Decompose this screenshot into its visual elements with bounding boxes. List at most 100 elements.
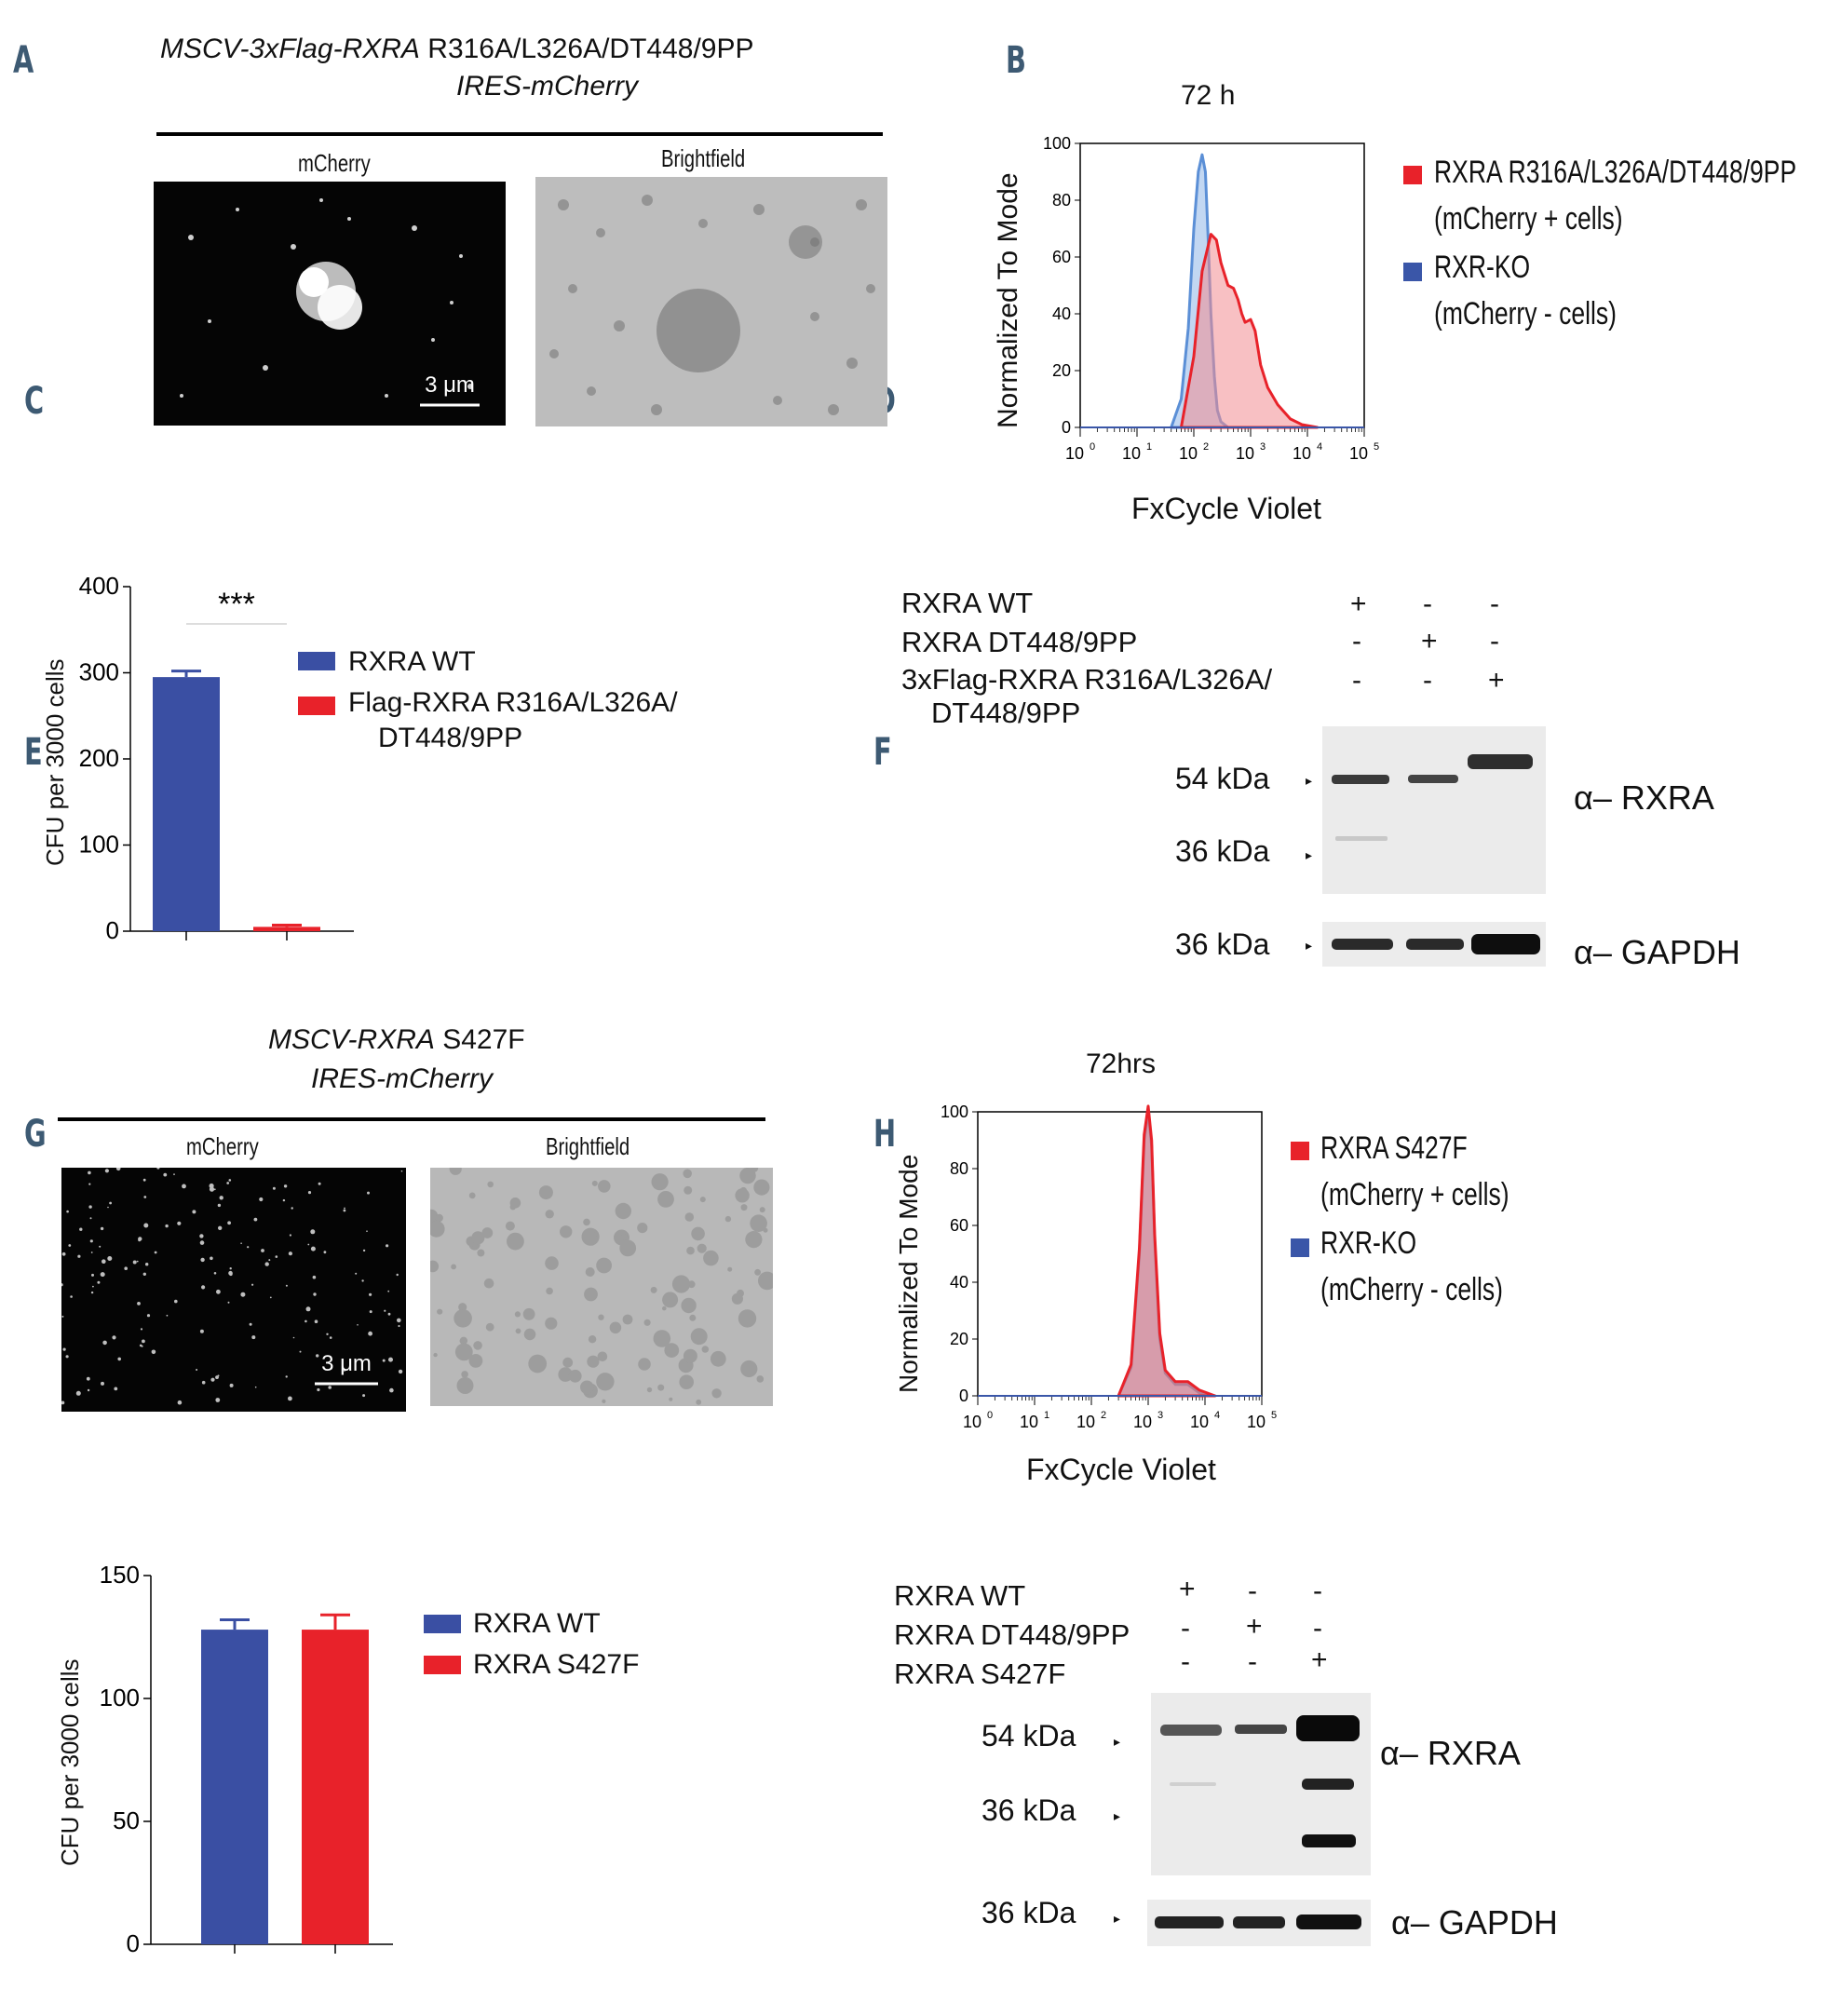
panel-d-sign-2-1: - (1352, 626, 1361, 656)
panel-e-header-rule (58, 1117, 765, 1121)
panel-a-header-rule (156, 132, 883, 136)
panel-b-legend-line1-1: RXRA R316A/L326A/DT448/9PP (1434, 155, 1797, 190)
panel-a-brightfield-image (535, 177, 887, 426)
panel-a-scalebar-label: 3 μm (425, 372, 475, 398)
y-tick-label: 0 (127, 1929, 140, 1957)
x-tick-exponent: 0 (1090, 441, 1095, 453)
y-tick-label: 50 (113, 1806, 140, 1834)
panel-label-b: B (1006, 39, 1026, 82)
y-tick-label: 400 (79, 572, 119, 600)
x-tick-exponent: 4 (1214, 1410, 1220, 1421)
series-2-histogram (1179, 233, 1320, 429)
panel-b-legend-line2-1: (mCherry + cells) (1434, 201, 1623, 237)
x-tick-label: 10 (1133, 1413, 1152, 1431)
y-tick-label: 100 (79, 831, 119, 859)
panel-d-antibody-rxra: α– RXRA (1574, 778, 1714, 817)
panel-d-sign-1-2: - (1423, 589, 1432, 619)
y-tick-label: 100 (1043, 134, 1071, 153)
panel-c-legend-swatch-1 (298, 652, 335, 670)
panel-f-legend-line1-1: RXRA S427F (1320, 1130, 1468, 1166)
panel-e-brightfield-label: Brightfield (546, 1132, 630, 1160)
panel-h-marker-36b: 36 kDa (981, 1896, 1076, 1929)
y-tick-label: 0 (1062, 418, 1071, 437)
panel-b-ylabel: Normalized To Mode (993, 172, 1023, 428)
panel-f-legend-swatch-1 (1291, 1142, 1309, 1160)
x-tick-exponent: 2 (1203, 441, 1209, 453)
x-tick-label: 10 (1020, 1413, 1038, 1431)
panel-f-title: 72hrs (1086, 1049, 1157, 1079)
panel-b-xlabel: FxCycle Violet (1131, 492, 1321, 525)
panel-d-marker-36b: 36 kDa (1175, 927, 1270, 961)
y-tick-label: 40 (950, 1273, 968, 1292)
panel-c-legend-text-1: RXRA WT (348, 646, 476, 677)
panel-d-sign-3-1: - (1352, 665, 1361, 696)
x-tick-exponent: 1 (1044, 1410, 1049, 1421)
panel-h-sign-1-1: + (1179, 1574, 1196, 1604)
y-tick-label: 20 (1052, 361, 1071, 380)
panel-d-row-name-3b: DT448/9PP (931, 697, 1081, 729)
y-tick-label: 200 (79, 744, 119, 772)
panel-label-f: F (873, 731, 892, 774)
panel-h-sign-1-2: - (1248, 1576, 1257, 1606)
panel-d-marker-54: 54 kDa (1175, 762, 1270, 795)
panel-d-blot-rxra (1322, 726, 1546, 894)
x-tick-label: 10 (1076, 1413, 1095, 1431)
panel-a-construct-italic: MSCV-3xFlag-RXRA (160, 34, 420, 64)
panel-f-legend-line2-1: (mCherry + cells) (1320, 1177, 1509, 1212)
bar-1 (153, 677, 220, 931)
x-tick-label: 10 (1065, 444, 1084, 463)
y-tick-label: 0 (106, 916, 119, 944)
panel-e-construct-line2: IRES-mCherry (311, 1063, 494, 1094)
panel-g-ylabel: CFU per 3000 cells (56, 1658, 84, 1866)
panel-c-legend-swatch-2 (298, 697, 335, 715)
panel-a-construct-mutation: R316A/L326A/DT448/9PP (419, 34, 754, 64)
panel-h-row-name-3: RXRA S427F (894, 1657, 1066, 1690)
x-tick-exponent: 2 (1101, 1410, 1106, 1421)
panel-h-antibody-gapdh: α– GAPDH (1391, 1903, 1558, 1942)
panel-d-row-name-2: RXRA DT448/9PP (901, 626, 1138, 658)
panel-g-bar-chart: 0 50 100 150 (100, 1561, 393, 1957)
panel-h-arrow-3: ▸ (1114, 1911, 1121, 1926)
panel-b-title: 72 h (1181, 80, 1236, 111)
panel-e-construct-italic: MSCV-RXRA (268, 1024, 435, 1055)
x-tick-label: 10 (1349, 444, 1368, 463)
y-tick-label: 100 (941, 1103, 968, 1121)
panel-d-sign-2-2: + (1421, 626, 1438, 656)
y-tick-label: 60 (950, 1216, 968, 1235)
x-tick-exponent: 0 (987, 1410, 993, 1421)
panel-label-c: C (24, 380, 45, 423)
panel-e-construct-line1: MSCV-RXRA S427F (268, 1024, 525, 1056)
panel-b-legend-swatch-1 (1403, 166, 1422, 184)
panel-g-legend-text-1: RXRA WT (473, 1608, 601, 1639)
x-tick-label: 10 (1293, 444, 1311, 463)
panel-a-mcherry-image: 3 μm (154, 182, 506, 426)
y-tick-label: 100 (100, 1684, 140, 1712)
panel-d-sign-2-3: - (1490, 626, 1499, 656)
panel-h-sign-3-1: - (1181, 1646, 1190, 1677)
panel-h-sign-2-2: + (1246, 1611, 1263, 1642)
panel-f-xlabel: FxCycle Violet (1026, 1453, 1216, 1486)
panel-e-scalebar-label: 3 μm (321, 1351, 372, 1376)
x-tick-label: 10 (1247, 1413, 1266, 1431)
panel-f-legend-line1-2: RXR-KO (1320, 1225, 1417, 1261)
y-tick-label: 150 (100, 1561, 140, 1589)
y-tick-label: 300 (79, 658, 119, 686)
panel-f-ylabel: Normalized To Mode (894, 1154, 923, 1393)
x-tick-exponent: 4 (1317, 441, 1322, 453)
panel-e-brightfield-image (430, 1168, 773, 1406)
x-tick-exponent: 3 (1260, 441, 1266, 453)
panel-g-legend-swatch-1 (424, 1615, 461, 1633)
panel-e-mcherry-image: 3 μm (61, 1168, 406, 1412)
x-tick-exponent: 5 (1374, 441, 1379, 453)
panel-b-legend-line1-2: RXR-KO (1434, 250, 1531, 285)
panel-d-blot-gapdh (1322, 922, 1546, 967)
panel-a-mcherry-label: mCherry (298, 149, 371, 177)
y-tick-label: 80 (1052, 191, 1071, 210)
panel-d-sign-3-3: + (1488, 665, 1505, 696)
panel-d-marker-36a: 36 kDa (1175, 834, 1270, 868)
x-tick-label: 10 (963, 1413, 981, 1431)
panel-b-legend-line2-2: (mCherry - cells) (1434, 296, 1617, 331)
x-tick-exponent: 3 (1157, 1410, 1163, 1421)
